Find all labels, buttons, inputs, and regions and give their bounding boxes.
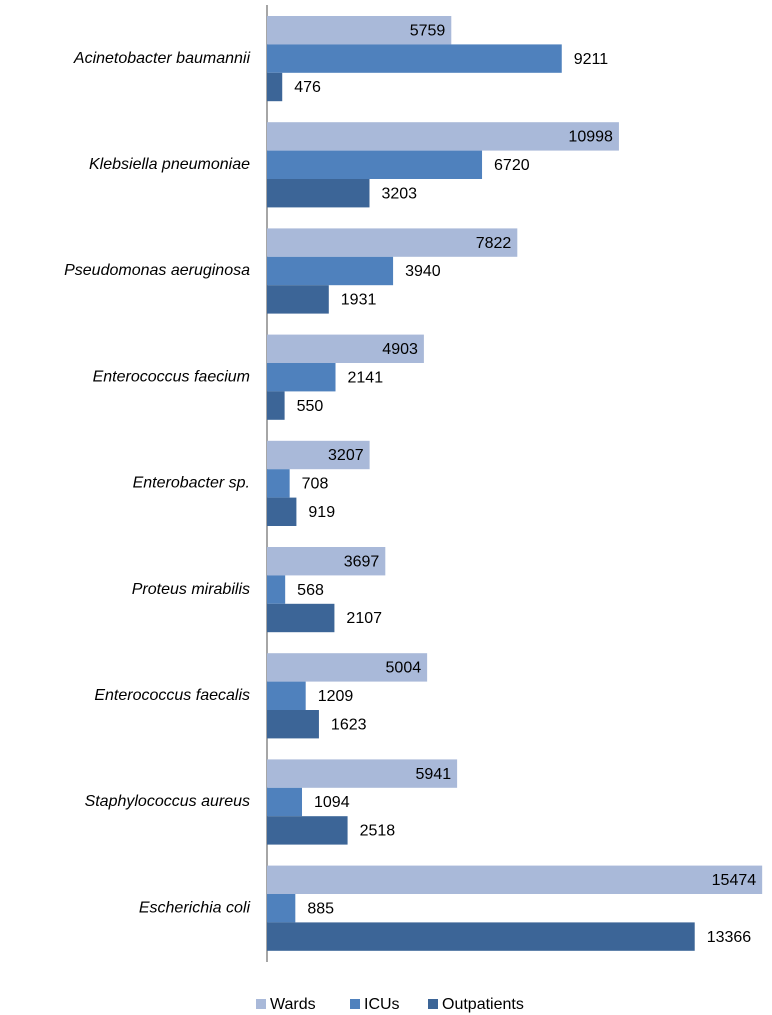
value-label: 5759 bbox=[410, 22, 446, 39]
bar bbox=[267, 363, 336, 392]
value-label: 4903 bbox=[382, 341, 418, 358]
category-label: Acinetobacter baumannii bbox=[73, 50, 251, 67]
legend-swatch bbox=[428, 999, 438, 1009]
value-label: 1623 bbox=[331, 716, 367, 733]
value-label: 3203 bbox=[381, 185, 417, 202]
value-label: 476 bbox=[294, 79, 321, 96]
bar bbox=[267, 179, 370, 208]
value-label: 568 bbox=[297, 582, 324, 599]
category-label: Staphylococcus aureus bbox=[85, 793, 250, 810]
legend-swatch bbox=[350, 999, 360, 1009]
bar bbox=[267, 122, 619, 151]
value-label: 1094 bbox=[314, 794, 350, 811]
value-label: 2141 bbox=[348, 369, 384, 386]
bar bbox=[267, 228, 518, 257]
category-label: Enterococcus faecium bbox=[93, 368, 250, 385]
value-label: 708 bbox=[302, 476, 329, 493]
bar bbox=[267, 440, 370, 470]
bar bbox=[267, 816, 348, 845]
bar bbox=[267, 894, 296, 923]
value-label: 550 bbox=[297, 398, 324, 415]
bar bbox=[267, 16, 452, 45]
value-label: 2107 bbox=[346, 610, 382, 627]
value-label: 3207 bbox=[328, 447, 364, 464]
value-label: 3697 bbox=[344, 553, 380, 570]
bar bbox=[267, 759, 458, 788]
bar bbox=[267, 710, 319, 739]
bar bbox=[267, 653, 428, 682]
bar bbox=[267, 603, 335, 633]
value-label: 3940 bbox=[405, 263, 441, 280]
value-label: 919 bbox=[308, 504, 335, 521]
bar bbox=[267, 72, 283, 102]
value-label: 5941 bbox=[416, 766, 452, 783]
bar bbox=[267, 787, 303, 817]
bar bbox=[267, 44, 562, 73]
bar bbox=[267, 285, 329, 314]
value-label: 10998 bbox=[568, 129, 613, 146]
value-label: 885 bbox=[307, 900, 334, 917]
value-label: 9211 bbox=[574, 51, 609, 68]
value-label: 6720 bbox=[494, 157, 530, 174]
value-label: 1931 bbox=[341, 292, 377, 309]
bar bbox=[267, 334, 424, 363]
category-label: Escherichia coli bbox=[139, 899, 251, 916]
category-label: Enterobacter sp. bbox=[133, 475, 250, 492]
legend-swatch bbox=[256, 999, 266, 1009]
category-label: Proteus mirabilis bbox=[132, 581, 250, 598]
value-label: 1209 bbox=[318, 688, 354, 705]
value-label: 13366 bbox=[707, 929, 752, 946]
bar bbox=[267, 575, 286, 604]
bar bbox=[267, 865, 763, 894]
bar bbox=[267, 681, 306, 710]
value-label: 5004 bbox=[386, 660, 422, 677]
category-label: Pseudomonas aeruginosa bbox=[64, 262, 250, 279]
legend-label: Outpatients bbox=[442, 996, 524, 1013]
bar bbox=[267, 256, 394, 286]
value-label: 2518 bbox=[360, 823, 396, 840]
bar bbox=[267, 469, 290, 498]
category-label: Klebsiella pneumoniae bbox=[89, 156, 250, 173]
bar bbox=[267, 497, 297, 526]
bar bbox=[267, 391, 285, 420]
value-label: 7822 bbox=[476, 235, 512, 252]
value-label: 15474 bbox=[712, 872, 757, 889]
bar bbox=[267, 150, 483, 179]
bar bbox=[267, 547, 386, 576]
bar bbox=[267, 922, 695, 951]
category-label: Enterococcus faecalis bbox=[94, 687, 250, 704]
legend-label: Wards bbox=[270, 996, 316, 1013]
legend-label: ICUs bbox=[364, 996, 400, 1013]
